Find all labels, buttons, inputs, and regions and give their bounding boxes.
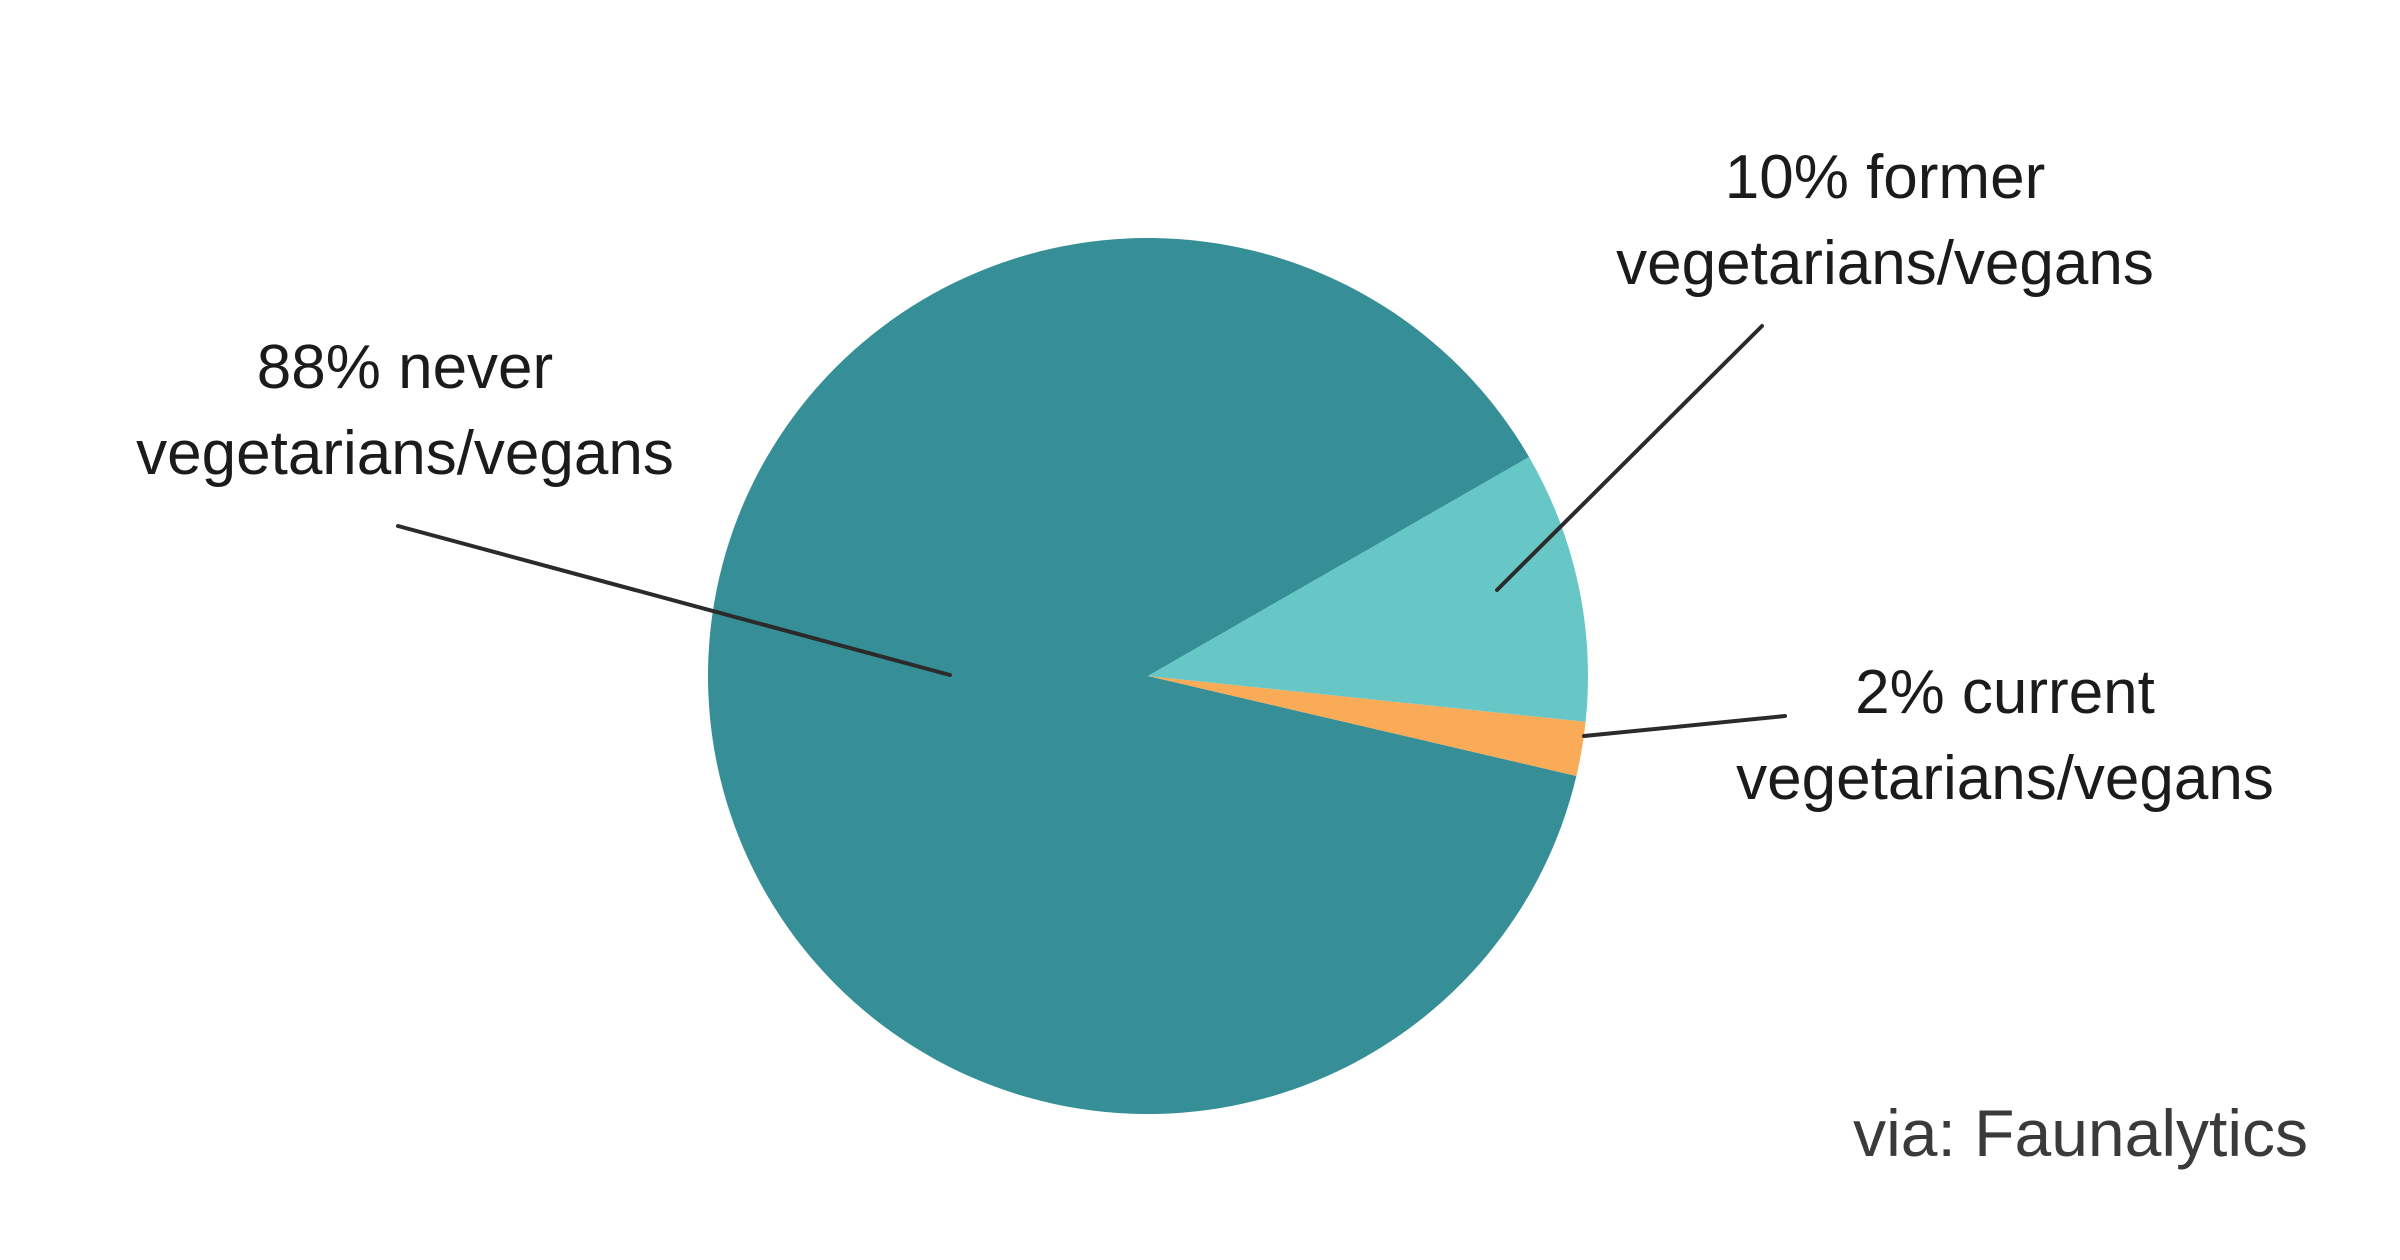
slice-label-never: 88% never vegetarians/vegans bbox=[60, 325, 750, 497]
leader-line-former bbox=[1495, 324, 1764, 592]
pie-slice-former bbox=[1148, 457, 1588, 722]
slice-label-former-line2: vegetarians/vegans bbox=[1616, 229, 2154, 298]
pie-slice-never bbox=[707, 237, 1577, 1114]
source-note: via: Faunalytics bbox=[1853, 1096, 2308, 1170]
slice-label-never-line2: vegetarians/vegans bbox=[136, 419, 674, 488]
slice-label-former-line1: 10% former bbox=[1724, 143, 2046, 212]
slice-label-current-line1: 2% current bbox=[1855, 658, 2155, 727]
slice-label-current-line2: vegetarians/vegans bbox=[1736, 744, 2274, 813]
slice-label-never-line1: 88% never bbox=[256, 333, 554, 402]
slice-label-current: 2% current vegetarians/vegans bbox=[1660, 650, 2350, 822]
slice-label-former: 10% former vegetarians/vegans bbox=[1540, 135, 2230, 307]
leader-line-current bbox=[1582, 714, 1787, 738]
pie-slice-current bbox=[1148, 676, 1586, 777]
leader-line-never bbox=[396, 524, 952, 677]
